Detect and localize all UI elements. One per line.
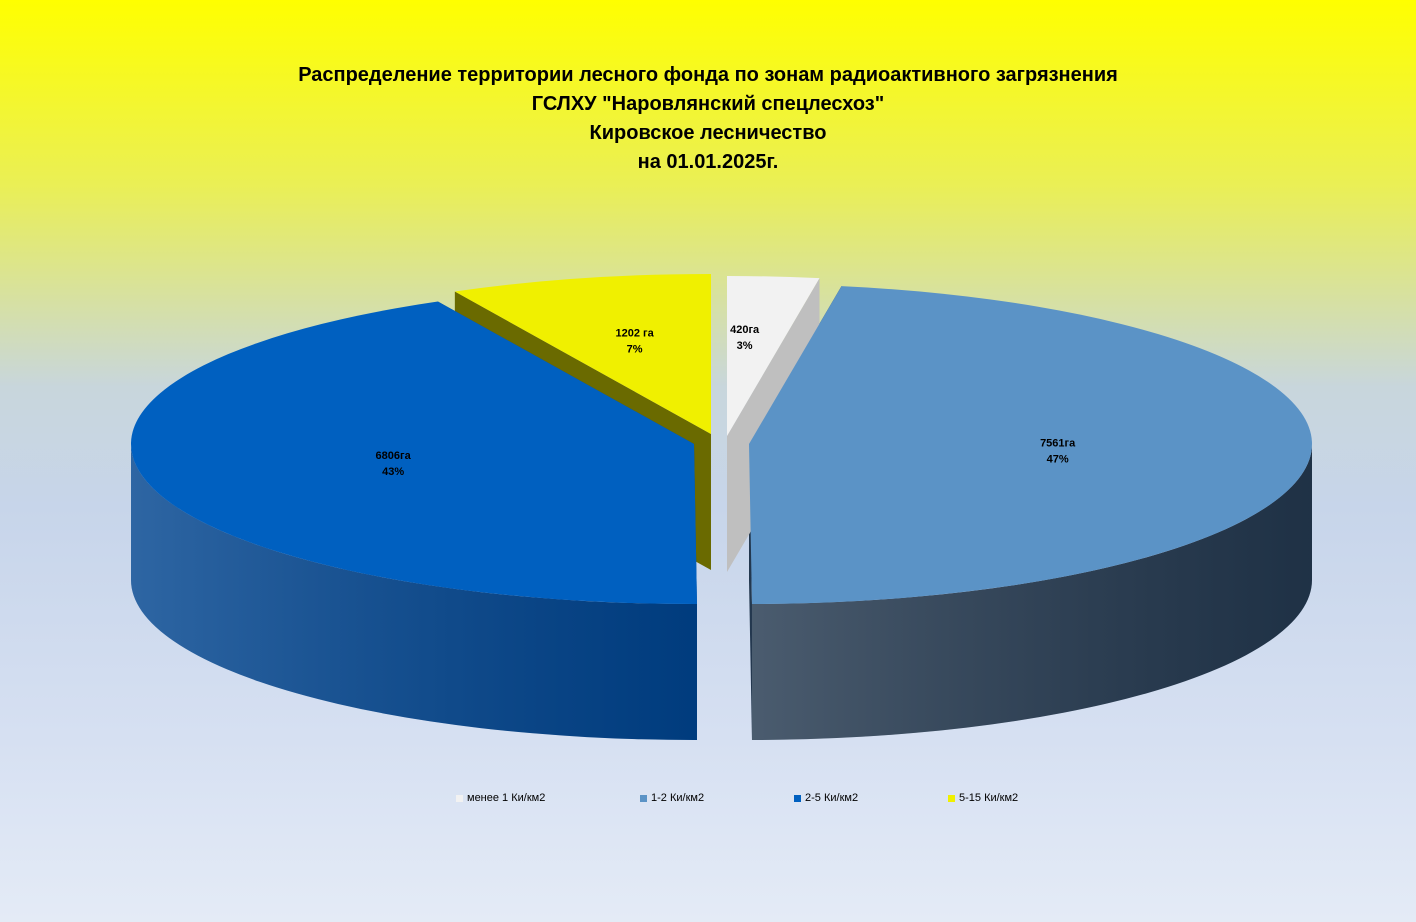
legend-label-1: 1-2 Ки/км2 <box>651 792 705 804</box>
legend: менее 1 Ки/км2 1-2 Ки/км2 2-5 Ки/км2 5-15 К… <box>0 792 1416 812</box>
chart-title-line-1: Распределение территории лесного фонда п… <box>298 64 1118 86</box>
data-label-value-1: 7561га <box>1040 437 1076 449</box>
pie-slice-side-shade-2 <box>131 444 697 740</box>
legend-item-2: 2-5 Ки/км2 <box>794 792 858 804</box>
chart-title-line-3: Кировское лесничество <box>589 122 827 144</box>
legend-label-0: менее 1 Ки/км2 <box>467 792 546 804</box>
data-label-value-0: 420га <box>730 324 760 336</box>
legend-item-3: 5-15 Ки/км2 <box>948 792 1018 804</box>
legend-swatch-3 <box>948 794 955 802</box>
data-label-percent-1: 47% <box>1047 453 1069 465</box>
legend-swatch-0 <box>456 794 463 802</box>
legend-item-1: 1-2 Ки/км2 <box>640 792 704 804</box>
chart-title-line-4: на 01.01.2025г. <box>637 151 779 173</box>
legend-swatch-2 <box>794 794 801 802</box>
data-label-percent-0: 3% <box>737 340 753 352</box>
data-label-percent-2: 43% <box>382 466 404 478</box>
pie-slice-side-shade-1 <box>751 444 1312 740</box>
chart-title-line-2: ГСЛХУ "Наровлянский спецлесхоз" <box>531 93 885 115</box>
legend-swatch-1 <box>640 794 647 802</box>
pie-slice-1 <box>749 286 1313 604</box>
legend-label-2: 2-5 Ки/км2 <box>805 792 859 804</box>
data-label-value-3: 1202 га <box>615 328 654 340</box>
pie-slice-2 <box>130 301 697 604</box>
pie-slice-0 <box>727 276 820 436</box>
data-label-value-2: 6806га <box>376 450 412 462</box>
legend-label-3: 5-15 Ки/км2 <box>959 792 1019 804</box>
pie-slice-3 <box>454 274 711 434</box>
data-label-percent-3: 7% <box>627 344 643 356</box>
legend-item-0: менее 1 Ки/км2 <box>456 792 545 804</box>
